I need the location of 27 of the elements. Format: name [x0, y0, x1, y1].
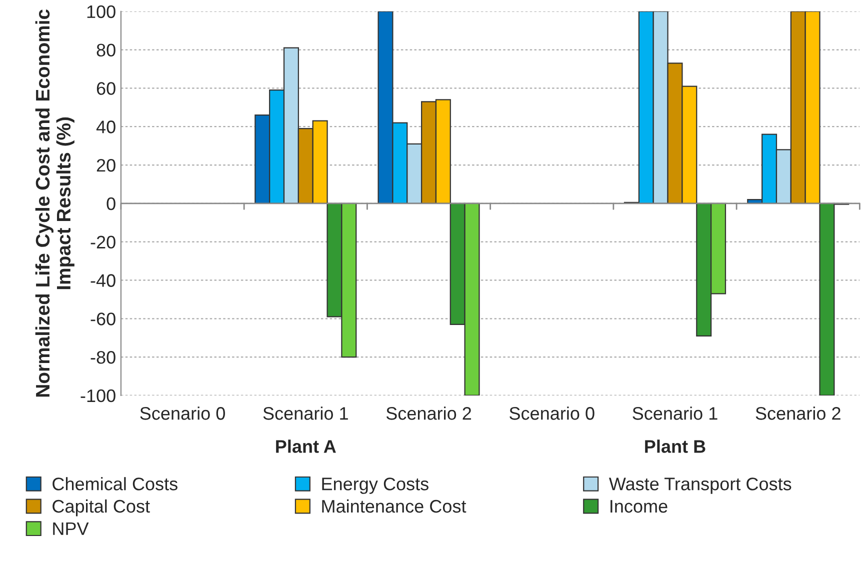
y-tick-label: 80 [96, 44, 116, 57]
text: Plant B [645, 440, 706, 453]
x-tick-label: Scenario 2 [756, 406, 840, 420]
x-tick-label: Scenario 1 [263, 406, 348, 420]
legend-label: Income [610, 500, 668, 513]
legend-label: Maintenance Cost [322, 499, 466, 513]
y-axis-title: Normalized Life Cycle Cost and Economic Impact Results (%) [35, 9, 74, 397]
y-tick-label: -20 [90, 236, 116, 249]
legend-label: Chemical Costs [52, 477, 178, 490]
x-tick-label: Scenario 2 [386, 406, 472, 420]
y-tick-label: -100 [80, 389, 116, 402]
y-tick-label: 100 [87, 5, 116, 18]
x-tick-label: Scenario 0 [140, 406, 225, 420]
legend-label: NPV [53, 522, 89, 535]
y-tick-label: 20 [96, 158, 116, 172]
x-tick-label: Scenario 0 [510, 406, 594, 420]
y-tick-label: 0 [106, 197, 116, 210]
y-tick-label: -80 [90, 350, 116, 364]
y-tick-label: -60 [90, 312, 116, 326]
y-tick-label: 40 [96, 120, 116, 134]
y-tick-label: 60 [96, 82, 116, 95]
legend-label: Waste Transport Costs [608, 478, 792, 494]
text: Plant A [276, 440, 336, 453]
y-tick-label: -40 [90, 274, 116, 287]
x-tick-label: Scenario 1 [632, 406, 718, 420]
legend-label: Capital Cost [52, 499, 150, 516]
legend-label: Energy Costs [322, 478, 428, 494]
